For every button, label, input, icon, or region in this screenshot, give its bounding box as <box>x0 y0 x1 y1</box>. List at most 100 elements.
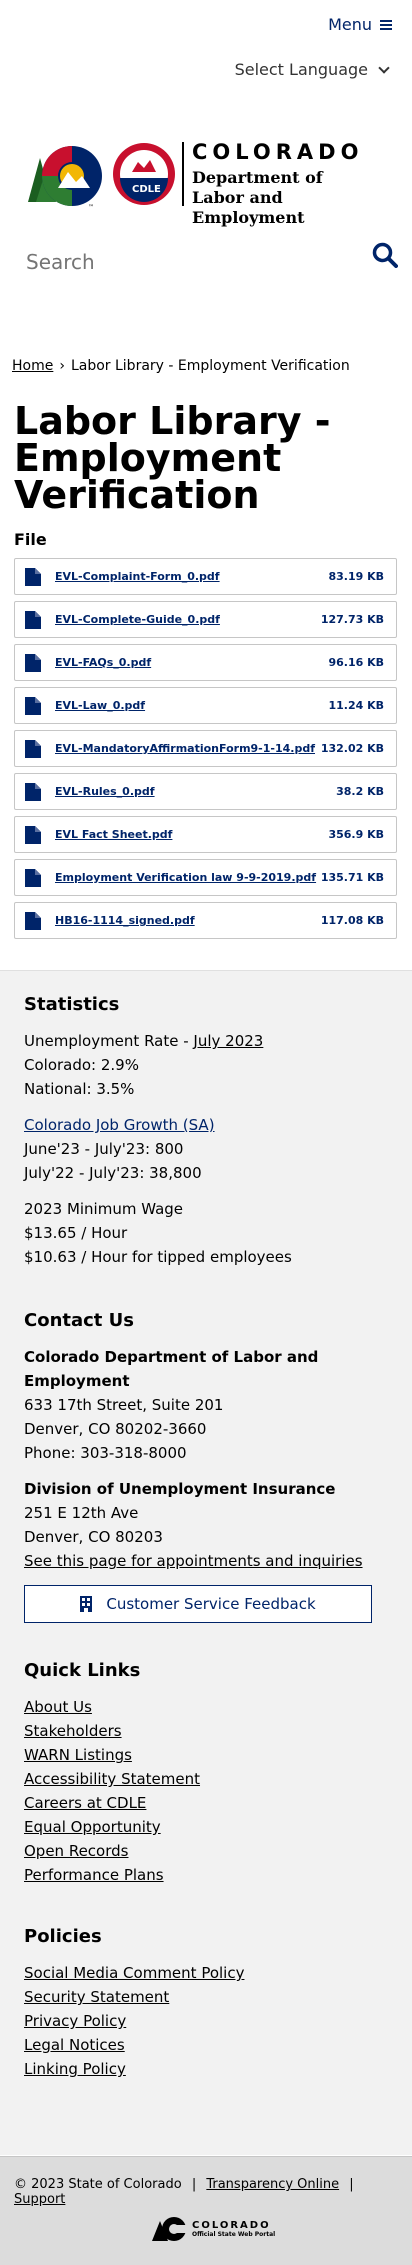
document-icon <box>25 567 41 586</box>
colorado-rate: Colorado: 2.9% <box>24 1056 139 1074</box>
job-growth-monthly: June'23 - July'23: 800 <box>24 1140 184 1158</box>
portal-name: COLORADO <box>192 2220 271 2231</box>
file-row[interactable]: Employment Verification law 9-9-2019.pdf… <box>14 859 397 896</box>
quick-link-performance-plans[interactable]: Performance Plans <box>24 1866 164 1884</box>
statistics-section: Statistics Unemployment Rate - July 2023… <box>24 993 394 1269</box>
file-row[interactable]: HB16-1114_signed.pdf 117.08 KB <box>14 902 397 939</box>
portal-subtitle: Official State Web Portal <box>192 2231 276 2238</box>
file-row[interactable]: EVL-Complaint-Form_0.pdf 83.19 KB <box>14 558 397 595</box>
document-icon <box>25 610 41 629</box>
cdle-badge-text: CDLE <box>132 184 161 195</box>
file-link[interactable]: EVL Fact Sheet.pdf <box>55 828 173 841</box>
file-row[interactable]: EVL Fact Sheet.pdf 356.9 KB <box>14 816 397 853</box>
quick-links-heading: Quick Links <box>24 1660 141 1681</box>
file-list: EVL-Complaint-Form_0.pdf 83.19 KB EVL-Co… <box>14 558 397 945</box>
file-link[interactable]: EVL-Complete-Guide_0.pdf <box>55 613 220 626</box>
page-title: Labor Library - Employment Verification <box>14 399 331 517</box>
file-row[interactable]: EVL-MandatoryAffirmationForm9-1-14.pdf 1… <box>14 730 397 767</box>
division-name: Division of Unemployment Insurance <box>24 1480 336 1498</box>
support-link[interactable]: Support <box>14 2192 66 2207</box>
document-icon <box>25 825 41 844</box>
file-link[interactable]: EVL-Rules_0.pdf <box>55 785 155 798</box>
quick-link-open-records[interactable]: Open Records <box>24 1842 129 1860</box>
breadcrumb-home-link[interactable]: Home <box>12 358 54 374</box>
quick-link-about[interactable]: About Us <box>24 1698 92 1716</box>
policies-section: Policies Social Media Comment Policy Sec… <box>24 1925 394 2081</box>
file-size: 38.2 KB <box>336 785 384 798</box>
quick-link-equal-opportunity[interactable]: Equal Opportunity <box>24 1818 161 1836</box>
unemployment-month-link[interactable]: July 2023 <box>193 1032 264 1050</box>
file-row[interactable]: EVL-Rules_0.pdf 38.2 KB <box>14 773 397 810</box>
document-icon <box>25 653 41 672</box>
policy-link-social-media[interactable]: Social Media Comment Policy <box>24 1964 245 1982</box>
dept-line-2: Labor and Employment <box>192 188 305 227</box>
document-icon <box>25 782 41 801</box>
document-icon <box>25 739 41 758</box>
feedback-button-label: Customer Service Feedback <box>106 1595 316 1613</box>
policy-link-security[interactable]: Security Statement <box>24 1988 170 2006</box>
file-link[interactable]: EVL-FAQs_0.pdf <box>55 656 152 669</box>
hamburger-icon <box>380 18 392 32</box>
min-wage-heading: 2023 Minimum Wage <box>24 1200 184 1218</box>
breadcrumb: Home › Labor Library - Employment Verifi… <box>12 358 350 374</box>
copyright-text: © 2023 State of Colorado <box>14 2177 182 2192</box>
quick-link-stakeholders[interactable]: Stakeholders <box>24 1722 122 1740</box>
quick-link-warn[interactable]: WARN Listings <box>24 1746 132 1764</box>
contact-heading: Contact Us <box>24 1310 135 1331</box>
search-icon[interactable] <box>372 242 398 268</box>
unemployment-label: Unemployment Rate - <box>24 1032 194 1050</box>
org-phone: Phone: 303-318-8000 <box>24 1444 187 1462</box>
quick-links-section: Quick Links About Us Stakeholders WARN L… <box>24 1659 394 1887</box>
policy-link-linking[interactable]: Linking Policy <box>24 2060 126 2078</box>
job-growth-link[interactable]: Colorado Job Growth (SA) <box>24 1116 215 1134</box>
file-size: 135.71 KB <box>320 871 384 884</box>
appointments-link[interactable]: See this page for appointments and inqui… <box>24 1552 363 1570</box>
file-row[interactable]: EVL-FAQs_0.pdf 96.16 KB <box>14 644 397 681</box>
top-bar: Menu <box>0 0 412 50</box>
file-size: 132.02 KB <box>320 742 384 755</box>
file-heading: File <box>14 530 47 549</box>
transparency-link[interactable]: Transparency Online <box>206 2177 340 2192</box>
breadcrumb-separator: › <box>59 358 65 374</box>
search-input[interactable] <box>26 242 326 274</box>
quick-link-accessibility[interactable]: Accessibility Statement <box>24 1770 201 1788</box>
file-link[interactable]: Employment Verification law 9-9-2019.pdf <box>55 871 317 884</box>
bottom-separator: | <box>191 2177 197 2192</box>
dept-line-1: Department of <box>192 168 323 187</box>
job-growth-yearly: July'22 - July'23: 38,800 <box>24 1164 202 1182</box>
division-address-line-2: Denver, CO 80203 <box>24 1528 163 1546</box>
policy-link-privacy[interactable]: Privacy Policy <box>24 2012 127 2030</box>
cdle-badge-icon <box>113 143 175 205</box>
building-icon <box>80 1596 93 1612</box>
customer-feedback-button[interactable]: Customer Service Feedback <box>24 1585 372 1623</box>
file-link[interactable]: EVL-Law_0.pdf <box>55 699 146 712</box>
logo-divider <box>182 142 184 206</box>
org-name: Colorado Department of Labor and Employm… <box>24 1348 319 1390</box>
file-link[interactable]: EVL-MandatoryAffirmationForm9-1-14.pdf <box>55 742 315 755</box>
file-size: 356.9 KB <box>328 828 384 841</box>
contact-section: Contact Us Colorado Department of Labor … <box>24 1309 394 1623</box>
file-link[interactable]: HB16-1114_signed.pdf <box>55 914 195 927</box>
site-logo[interactable]: ™ CDLE COLORADO Department of Labor and … <box>24 140 390 227</box>
unemployment-rate: Unemployment Rate - July 2023 <box>24 1029 394 1053</box>
quick-link-careers[interactable]: Careers at CDLE <box>24 1794 147 1812</box>
org-address-line-2: Denver, CO 80202-3660 <box>24 1420 207 1438</box>
file-row[interactable]: EVL-Complete-Guide_0.pdf 127.73 KB <box>14 601 397 638</box>
file-link[interactable]: EVL-Complaint-Form_0.pdf <box>55 570 220 583</box>
statistics-heading: Statistics <box>24 994 120 1015</box>
min-wage-tipped: $10.63 / Hour for tipped employees <box>24 1248 292 1266</box>
division-address-line-1: 251 E 12th Ave <box>24 1504 139 1522</box>
org-address-line-1: 633 17th Street, Suite 201 <box>24 1396 224 1414</box>
search-bar <box>26 242 398 282</box>
file-size: 127.73 KB <box>320 613 384 626</box>
bottom-bar: © 2023 State of Colorado | Transparency … <box>0 2156 412 2265</box>
policy-link-legal[interactable]: Legal Notices <box>24 2036 125 2054</box>
state-portal-logo[interactable]: COLORADO Official State Web Portal <box>152 2215 275 2243</box>
menu-button[interactable]: Menu <box>328 15 392 34</box>
document-icon <box>25 911 41 930</box>
chevron-down-icon <box>378 61 390 74</box>
language-select[interactable]: Select Language <box>234 60 390 79</box>
policies-heading: Policies <box>24 1926 102 1947</box>
file-row[interactable]: EVL-Law_0.pdf 11.24 KB <box>14 687 397 724</box>
language-label: Select Language <box>234 60 368 79</box>
